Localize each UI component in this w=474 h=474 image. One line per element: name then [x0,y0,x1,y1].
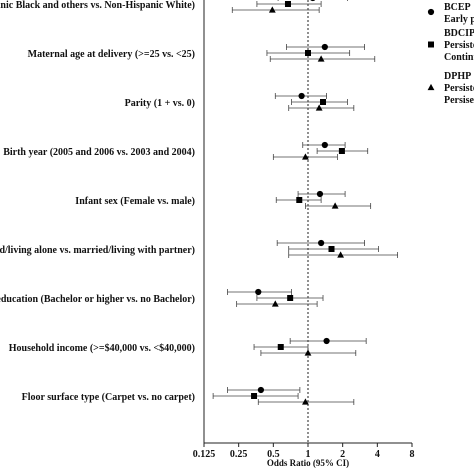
square-point [251,393,258,399]
legend-marker-triangle [427,83,435,91]
square-point [320,99,327,105]
estimate-triangle [260,349,357,356]
estimate-circle [297,190,346,198]
triangle-point [304,349,312,356]
triangle-point [331,202,339,209]
x-axis-ticks: 0.125 0.25 0.5 1 2 4 8 [193,443,415,460]
x-tick-label: 4 [375,449,380,460]
x-tick-label: 0.125 [193,449,216,460]
legend-text: Persiste [444,83,474,94]
legend-text: DPHP [444,71,471,82]
circle-point [310,0,316,2]
triangle-point [337,251,345,258]
circle-point [255,288,262,296]
legend-text: Persise [444,95,474,106]
estimate-square [256,1,322,7]
estimate-circle [227,288,292,296]
row-label: Parity (1 + vs. 0) [125,98,195,109]
triangle-point [302,398,309,405]
circle-point [323,337,330,345]
x-tick-label: 1 [306,449,311,460]
estimate-square [212,393,299,399]
estimate-square [275,197,322,203]
circle-point [318,239,325,247]
estimate-circle [276,239,365,247]
circle-point [298,92,305,100]
estimate-square [288,246,379,252]
legend-text: Early p [444,14,474,25]
triangle-point [302,153,309,160]
estimate-triangle [231,6,320,13]
estimate-triangle [288,251,399,258]
estimate-square [316,148,369,154]
estimate-triangle [288,104,355,111]
square-point [287,295,294,301]
row-label: Maternal age at delivery (>=25 vs. <25) [28,49,195,60]
square-point [284,1,291,7]
estimate-circle [274,92,327,100]
row-label: ispanic Black and others vs. Non-Hispani… [0,0,195,11]
circle-point [257,386,265,394]
legend-entry-square: BDCIPPersisteContinu [428,28,474,63]
estimate-triangle [236,300,318,307]
row-label: Infant sex (Female vs. male) [75,196,195,207]
estimate-triangle [269,55,376,62]
row-labels: ispanic Black and others vs. Non-Hispani… [0,0,195,403]
legend-text: Continu [444,52,474,63]
estimate-square [253,344,309,350]
x-tick-label: 8 [410,449,415,460]
triangle-point [317,55,325,62]
row-label: Floor surface type (Carpet vs. no carpet… [22,392,195,403]
triangle-point [271,300,279,307]
circle-point [321,141,328,149]
row-label: married/living alone vs. married/living … [0,245,195,256]
estimate-square [256,295,324,301]
estimate-square [266,50,351,56]
x-tick-label: 2 [340,449,345,460]
circle-point [321,43,328,51]
estimate-triangle [305,202,372,209]
square-point [328,246,335,252]
x-tick-label: 0.25 [230,449,248,460]
estimate-triangle [272,153,338,160]
x-tick-label: 0.5 [267,449,280,460]
row-label: Birth year (2005 and 2006 vs. 2003 and 2… [3,147,195,158]
estimate-circle [227,386,301,394]
estimate-circle [289,337,367,345]
legend-marker-square [428,41,434,48]
legend-text: BDCIP [444,28,474,39]
data-marks [212,0,399,405]
square-point [338,148,345,154]
circle-point [316,190,324,198]
x-axis-title: Odds Ratio (95% CI) [267,458,349,468]
estimate-triangle [257,398,355,405]
triangle-point [268,6,276,13]
estimate-square [291,99,348,105]
legend-text: Persiste [444,40,474,51]
row-label: Household income (>=$40,000 vs. <$40,000… [9,343,195,354]
estimate-circle [277,0,348,2]
legend-text: BCEP [444,2,471,13]
row-label: nal education (Bachelor or higher vs. no… [0,294,195,305]
triangle-point [315,104,323,111]
legend-marker-circle [427,8,435,16]
estimate-circle [286,43,365,51]
estimate-circle [302,141,346,149]
square-point [305,50,311,56]
square-point [277,344,284,350]
square-point [296,197,303,203]
